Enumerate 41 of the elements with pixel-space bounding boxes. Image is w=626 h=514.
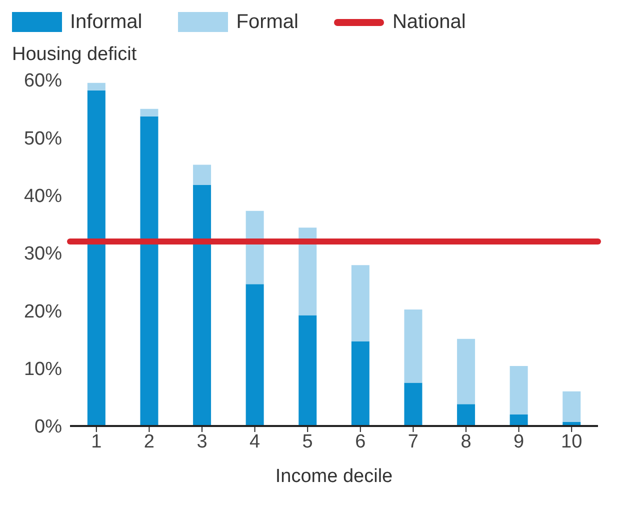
bar [298, 315, 317, 426]
x-tick-label: 3 [196, 431, 208, 452]
legend-label: Informal [70, 10, 142, 34]
x-tick-label: 9 [514, 431, 524, 452]
x-tick-label: 1 [91, 431, 102, 452]
bar [562, 391, 581, 422]
legend-label: National [392, 10, 466, 34]
bar [87, 82, 106, 90]
y-tick-label: 10% [24, 359, 62, 380]
bar [457, 338, 476, 404]
bar [193, 184, 212, 426]
y-tick-label: 40% [24, 186, 62, 208]
bar [246, 210, 264, 284]
bar [351, 341, 370, 426]
x-tick-label: 6 [355, 431, 366, 452]
bar [404, 382, 422, 426]
y-tick-label: 0% [34, 416, 62, 438]
bar [298, 228, 317, 316]
y-axis-title: Housing deficit [11, 44, 138, 66]
bar [404, 310, 422, 383]
y-tick-label: 20% [24, 301, 62, 322]
legend-label: Formal [236, 10, 298, 34]
x-tick-label: 10 [561, 431, 582, 452]
bar [246, 284, 264, 426]
bar [351, 265, 370, 342]
x-tick-label: 7 [408, 431, 418, 452]
bar [510, 414, 528, 426]
y-tick-label: 30% [24, 244, 62, 265]
x-tick-label: 2 [144, 431, 154, 452]
bar [510, 366, 528, 414]
y-tick-label: 60% [24, 70, 62, 92]
x-tick-label: 8 [460, 431, 472, 452]
x-tick-label: 4 [250, 431, 261, 452]
bar [193, 164, 212, 185]
bar [140, 116, 158, 426]
bar [87, 90, 106, 426]
x-axis-title: Income decile [275, 466, 393, 487]
bar [457, 404, 476, 426]
x-tick-label: 5 [302, 431, 313, 452]
bar [140, 108, 158, 116]
y-tick-label: 50% [24, 128, 62, 150]
